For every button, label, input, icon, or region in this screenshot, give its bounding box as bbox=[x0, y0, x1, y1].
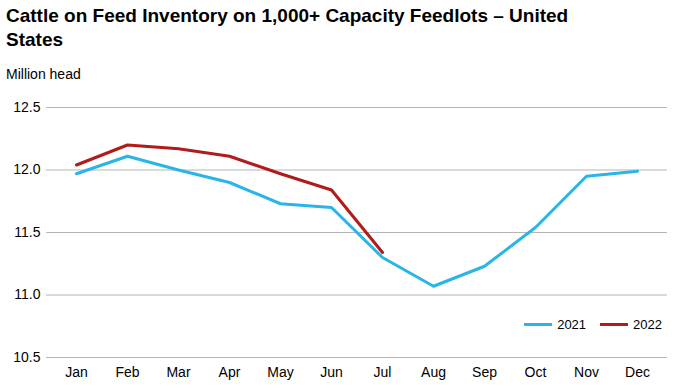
svg-text:Apr: Apr bbox=[219, 364, 241, 380]
svg-text:12.0: 12.0 bbox=[13, 161, 40, 177]
html-text:Million head: Million head bbox=[6, 66, 81, 82]
svg-text:Jun: Jun bbox=[320, 364, 343, 380]
svg-text:12.5: 12.5 bbox=[13, 99, 40, 115]
svg-text:11.0: 11.0 bbox=[14, 286, 40, 302]
svg-text:10.5: 10.5 bbox=[13, 349, 40, 365]
svg-text:Feb: Feb bbox=[115, 364, 139, 380]
svg-text:Mar: Mar bbox=[166, 364, 190, 380]
svg-text:May: May bbox=[267, 364, 293, 380]
html-text:Cattle on Feed Inventory on 1,: Cattle on Feed Inventory on 1,000+ Capac… bbox=[6, 5, 569, 50]
svg-text:Jan: Jan bbox=[65, 364, 88, 380]
svg-text:Nov: Nov bbox=[574, 364, 599, 380]
html-text:2022: 2022 bbox=[633, 317, 662, 332]
svg-text:Sep: Sep bbox=[472, 364, 497, 380]
svg-text:Dec: Dec bbox=[625, 364, 650, 380]
svg-text:Aug: Aug bbox=[421, 364, 446, 380]
svg-text:Oct: Oct bbox=[525, 364, 547, 380]
svg-text:11.5: 11.5 bbox=[14, 224, 40, 240]
svg-text:Jul: Jul bbox=[374, 364, 392, 380]
html-text:2021: 2021 bbox=[557, 317, 587, 332]
